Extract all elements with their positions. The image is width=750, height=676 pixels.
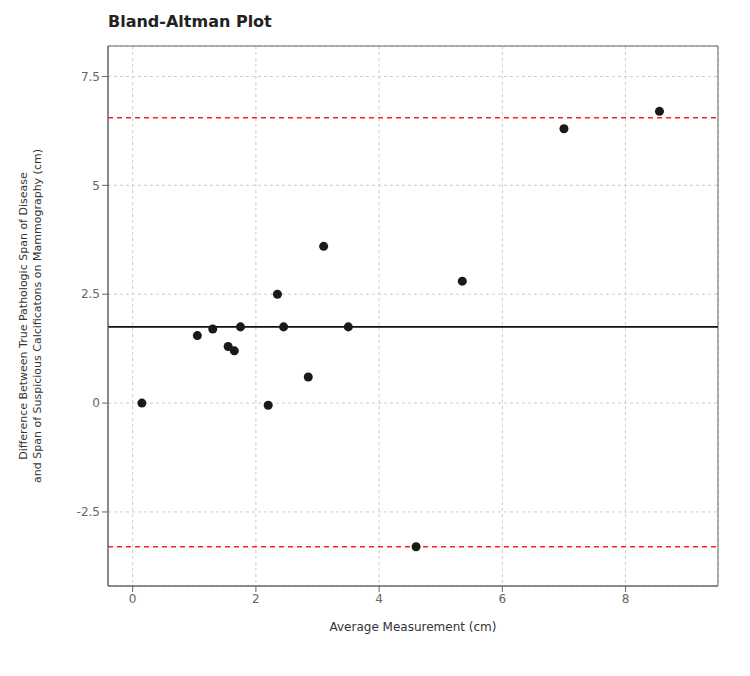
svg-text:2.5: 2.5 <box>81 287 100 301</box>
svg-text:2: 2 <box>252 592 260 606</box>
svg-text:8: 8 <box>622 592 630 606</box>
svg-text:6: 6 <box>499 592 507 606</box>
svg-text:7.5: 7.5 <box>81 70 100 84</box>
svg-text:-2.5: -2.5 <box>77 505 100 519</box>
svg-text:5: 5 <box>92 179 100 193</box>
html-text:Bland-Altman Plot: Bland-Altman Plot <box>108 12 272 31</box>
svg-text:0: 0 <box>129 592 137 606</box>
svg-text:Difference Between True Pathol: Difference Between True Pathologic Span … <box>17 149 43 483</box>
svg-text:4: 4 <box>375 592 383 606</box>
svg-text:Average Measurement (cm): Average Measurement (cm) <box>330 620 497 634</box>
svg-text:0: 0 <box>92 396 100 410</box>
